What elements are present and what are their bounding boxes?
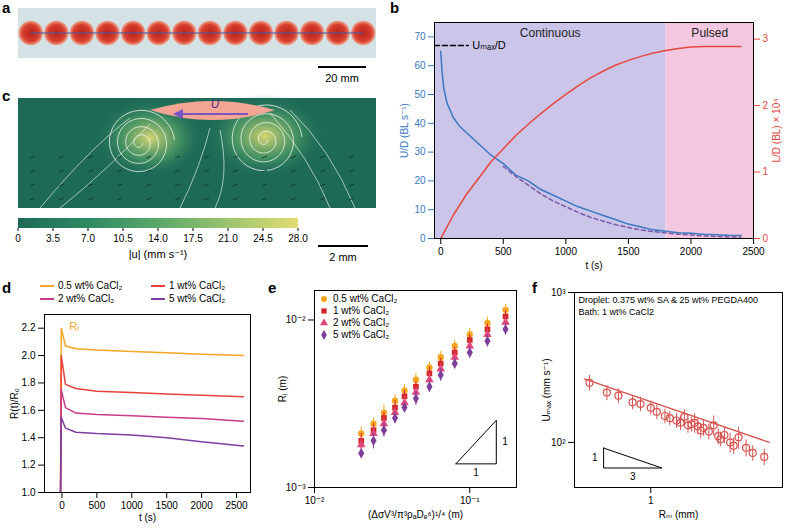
- html-text:5 wt% CaCl₂: 5 wt% CaCl₂: [169, 293, 226, 304]
- svg-text:2000: 2000: [190, 500, 213, 511]
- svg-text:1: 1: [592, 452, 598, 463]
- svg-text:1.4: 1.4: [22, 432, 36, 443]
- svg-text:50: 50: [414, 89, 426, 100]
- svg-text:10.5: 10.5: [113, 233, 133, 244]
- svg-text:3: 3: [630, 471, 636, 482]
- svg-text:3: 3: [763, 33, 769, 44]
- svg-text:(ΔσV³/π³ρₐDₑ⁶)¹/⁴ (m): (ΔσV³/π³ρₐDₑ⁶)¹/⁴ (m): [368, 509, 463, 520]
- svg-text:10⁻³: 10⁻³: [286, 482, 306, 493]
- svg-text:2 mm: 2 mm: [329, 251, 357, 263]
- svg-text:10⁻²: 10⁻²: [286, 314, 306, 325]
- svg-text:2: 2: [763, 100, 769, 111]
- html-text:f: f: [532, 279, 537, 296]
- html-text:0.5 wt% CaCl₂: 0.5 wt% CaCl₂: [58, 280, 123, 291]
- svg-text:70: 70: [414, 31, 426, 42]
- html-text:2 wt% CaCl₂: 2 wt% CaCl₂: [58, 293, 115, 304]
- svg-text:1.2: 1.2: [22, 459, 36, 470]
- svg-text:24.5: 24.5: [253, 233, 273, 244]
- svg-text:500: 500: [89, 500, 106, 511]
- svg-text:1: 1: [763, 166, 769, 177]
- svg-text:10²: 10²: [551, 437, 566, 448]
- svg-text:20 mm: 20 mm: [325, 72, 359, 84]
- svg-text:1: 1: [648, 495, 654, 506]
- svg-text:1.8: 1.8: [22, 377, 36, 388]
- svg-text:10³: 10³: [551, 287, 566, 298]
- html-text:b: b: [390, 0, 400, 16]
- svg-text:U/D (BL s⁻¹): U/D (BL s⁻¹): [399, 103, 410, 158]
- svg-text:30: 30: [414, 146, 426, 157]
- svg-text:1: 1: [473, 467, 479, 478]
- svg-text:Rₘ (mm): Rₘ (mm): [659, 509, 699, 520]
- html-text:2 wt% CaCl₂: 2 wt% CaCl₂: [333, 317, 390, 328]
- svg-text:10⁻²: 10⁻²: [305, 495, 325, 506]
- svg-text:0: 0: [420, 233, 426, 244]
- svg-text:1.6: 1.6: [22, 405, 36, 416]
- html-text:1 wt% CaCl₂: 1 wt% CaCl₂: [333, 305, 390, 316]
- svg-text:20: 20: [414, 175, 426, 186]
- svg-text:L/D (BL) × 10⁴: L/D (BL) × 10⁴: [771, 98, 782, 162]
- svg-text:1000: 1000: [121, 500, 144, 511]
- svg-text:2500: 2500: [742, 246, 765, 257]
- svg-text:Uₘₐₓ/D: Uₘₐₓ/D: [472, 39, 506, 51]
- svg-text:1000: 1000: [555, 246, 578, 257]
- svg-text:1: 1: [502, 436, 508, 447]
- svg-text:Uₘₐₓ (mm s⁻¹): Uₘₐₓ (mm s⁻¹): [541, 359, 552, 422]
- html-text:1 wt% CaCl₂: 1 wt% CaCl₂: [169, 280, 226, 291]
- svg-text:0: 0: [59, 500, 65, 511]
- svg-text:14.0: 14.0: [148, 233, 168, 244]
- svg-text:2000: 2000: [680, 246, 703, 257]
- svg-text:0: 0: [438, 246, 444, 257]
- svg-text:Rᵢ (m): Rᵢ (m): [277, 376, 288, 403]
- svg-text:2.0: 2.0: [22, 350, 36, 361]
- svg-text:1500: 1500: [617, 246, 640, 257]
- svg-text:t (s): t (s): [139, 512, 156, 523]
- svg-text:1500: 1500: [156, 500, 179, 511]
- svg-text:500: 500: [495, 246, 512, 257]
- svg-text:2500: 2500: [225, 500, 248, 511]
- svg-text:Droplet: 0.375 wt% SA & 25 wt%: Droplet: 0.375 wt% SA & 25 wt% PEGDA400: [579, 295, 759, 305]
- svg-text:10: 10: [414, 204, 426, 215]
- html-text:d: d: [2, 279, 12, 296]
- svg-text:0: 0: [763, 233, 769, 244]
- svg-text:28.0: 28.0: [288, 233, 308, 244]
- svg-text:0: 0: [15, 233, 21, 244]
- svg-text:10⁻¹: 10⁻¹: [460, 495, 480, 506]
- svg-text:|u| (mm s⁻¹): |u| (mm s⁻¹): [129, 248, 188, 260]
- svg-text:R(t)/R₀: R(t)/R₀: [9, 388, 20, 419]
- svg-text:7.0: 7.0: [81, 233, 95, 244]
- svg-text:t (s): t (s): [585, 260, 602, 271]
- svg-text:21.0: 21.0: [218, 233, 238, 244]
- html-text:0.5 wt% CaCl₂: 0.5 wt% CaCl₂: [333, 293, 398, 304]
- svg-text:Bath: 1 wt% CaCl2: Bath: 1 wt% CaCl2: [579, 307, 655, 317]
- svg-text:17.5: 17.5: [183, 233, 203, 244]
- svg-text:Pulsed: Pulsed: [691, 26, 728, 40]
- svg-text:U: U: [211, 97, 220, 111]
- svg-text:1.0: 1.0: [22, 487, 36, 498]
- svg-text:40: 40: [414, 118, 426, 129]
- svg-text:3.5: 3.5: [46, 233, 60, 244]
- svg-text:Continuous: Continuous: [520, 26, 581, 40]
- html-text:a: a: [2, 0, 11, 16]
- html-text:e: e: [268, 279, 277, 296]
- html-text:5 wt% CaCl₂: 5 wt% CaCl₂: [333, 329, 390, 340]
- svg-text:2.2: 2.2: [22, 322, 36, 333]
- html-text:c: c: [2, 87, 11, 104]
- svg-text:Rᵢ: Rᵢ: [69, 320, 79, 332]
- svg-text:60: 60: [414, 60, 426, 71]
